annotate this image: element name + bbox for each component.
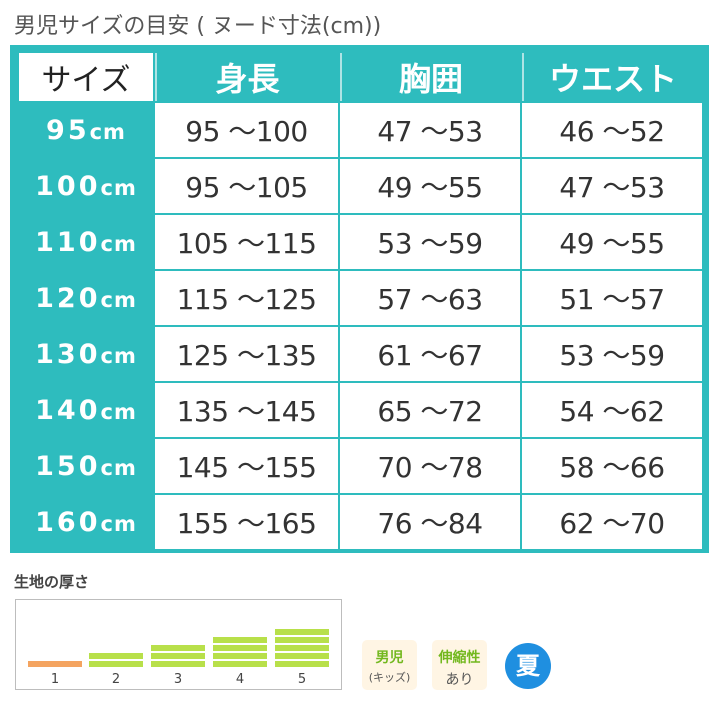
thickness-level-label: 5 <box>297 672 307 687</box>
height-cell: 125 ～135 <box>155 327 338 381</box>
size-label: 120cm <box>19 271 153 325</box>
thickness-bar <box>275 645 329 651</box>
stretch-badge-sub: あり <box>445 672 474 688</box>
height-cell: 115 ～125 <box>155 271 338 325</box>
height-cell: 135 ～145 <box>155 383 338 437</box>
chest-cell: 47 ～53 <box>340 103 520 157</box>
thickness-bar <box>28 661 82 667</box>
waist-cell: 53 ～59 <box>522 327 702 381</box>
size-unit: cm <box>100 287 137 312</box>
size-unit: cm <box>89 119 126 144</box>
thickness-bar <box>213 637 267 643</box>
chest-cell: 57 ～63 <box>340 271 520 325</box>
page-title: 男児サイズの目安 ( ヌード寸法(cm)) <box>14 14 382 39</box>
thickness-bar <box>89 653 143 659</box>
size-label: 160cm <box>19 495 153 549</box>
waist-cell: 51 ～57 <box>522 271 702 325</box>
size-number: 110 <box>35 226 101 258</box>
column-header-waist: ウエスト <box>522 53 702 101</box>
gender-badge-sub: (キッズ) <box>368 671 411 684</box>
table-row: 110cm 105 ～115 53 ～59 49 ～55 <box>19 215 702 269</box>
thickness-level-5: 5 <box>275 600 329 690</box>
waist-cell: 58 ～66 <box>522 439 702 493</box>
size-unit: cm <box>100 455 137 480</box>
gender-badge-main: 男児 <box>375 650 404 666</box>
thickness-bar <box>275 653 329 659</box>
waist-cell: 47 ～53 <box>522 159 702 213</box>
size-number: 160 <box>35 506 101 538</box>
size-number: 100 <box>35 170 101 202</box>
thickness-level-4: 4 <box>213 600 267 690</box>
thickness-bar <box>151 653 205 659</box>
table-row: 100cm 95 ～105 49 ～55 47 ～53 <box>19 159 702 213</box>
size-label: 95cm <box>19 103 153 157</box>
size-label: 110cm <box>19 215 153 269</box>
chest-cell: 53 ～59 <box>340 215 520 269</box>
thickness-bar <box>151 661 205 667</box>
size-number: 95 <box>46 114 90 146</box>
size-unit: cm <box>100 399 137 424</box>
size-label: 130cm <box>19 327 153 381</box>
thickness-bar <box>89 661 143 667</box>
thickness-bar <box>213 653 267 659</box>
table-row: 120cm 115 ～125 57 ～63 51 ～57 <box>19 271 702 325</box>
size-unit: cm <box>100 231 137 256</box>
waist-cell: 46 ～52 <box>522 103 702 157</box>
chest-cell: 65 ～72 <box>340 383 520 437</box>
thickness-level-3: 3 <box>151 600 205 690</box>
size-unit: cm <box>100 511 137 536</box>
table-row: 160cm 155 ～165 76 ～84 62 ～70 <box>19 495 702 549</box>
chest-cell: 61 ～67 <box>340 327 520 381</box>
thickness-level-1: 1 <box>28 600 82 690</box>
waist-cell: 62 ～70 <box>522 495 702 549</box>
column-header-height: 身長 <box>155 53 338 101</box>
chest-cell: 70 ～78 <box>340 439 520 493</box>
thickness-bar <box>213 661 267 667</box>
table-row: 95cm 95 ～100 47 ～53 46 ～52 <box>19 103 702 157</box>
size-label: 150cm <box>19 439 153 493</box>
thickness-chart: 1 2 3 4 5 <box>15 599 342 690</box>
waist-cell: 54 ～62 <box>522 383 702 437</box>
height-cell: 145 ～155 <box>155 439 338 493</box>
size-table: サイズ 身長 胸囲 ウエスト 95cm 95 ～100 47 ～53 46 ～52 10… <box>17 51 704 551</box>
size-number: 120 <box>35 282 101 314</box>
size-label: 100cm <box>19 159 153 213</box>
height-cell: 105 ～115 <box>155 215 338 269</box>
thickness-bar <box>275 637 329 643</box>
size-unit: cm <box>100 175 137 200</box>
size-number: 130 <box>35 338 101 370</box>
column-header-chest: 胸囲 <box>340 53 520 101</box>
stretch-badge-main: 伸縮性 <box>438 650 481 666</box>
thickness-level-label: 3 <box>173 672 183 687</box>
stretch-badge: 伸縮性 あり <box>432 640 487 690</box>
thickness-level-label: 2 <box>111 672 121 687</box>
thickness-title: 生地の厚さ <box>14 573 90 591</box>
height-cell: 95 ～100 <box>155 103 338 157</box>
chest-cell: 49 ～55 <box>340 159 520 213</box>
thickness-level-2: 2 <box>89 600 143 690</box>
thickness-level-label: 4 <box>235 672 245 687</box>
size-unit: cm <box>100 343 137 368</box>
gender-badge: 男児 (キッズ) <box>362 640 417 690</box>
table-row: 150cm 145 ～155 70 ～78 58 ～66 <box>19 439 702 493</box>
waist-cell: 49 ～55 <box>522 215 702 269</box>
height-cell: 155 ～165 <box>155 495 338 549</box>
thickness-level-label: 1 <box>50 672 60 687</box>
thickness-bar <box>151 645 205 651</box>
thickness-bar <box>275 661 329 667</box>
corner-header: サイズ <box>19 53 153 101</box>
thickness-bar <box>275 629 329 635</box>
size-table-frame: サイズ 身長 胸囲 ウエスト 95cm 95 ～100 47 ～53 46 ～52 10… <box>10 45 709 553</box>
table-row: 140cm 135 ～145 65 ～72 54 ～62 <box>19 383 702 437</box>
thickness-bar <box>213 645 267 651</box>
summer-season-icon: 夏 <box>505 643 551 689</box>
size-number: 150 <box>35 450 101 482</box>
size-label: 140cm <box>19 383 153 437</box>
chest-cell: 76 ～84 <box>340 495 520 549</box>
size-number: 140 <box>35 394 101 426</box>
height-cell: 95 ～105 <box>155 159 338 213</box>
table-row: 130cm 125 ～135 61 ～67 53 ～59 <box>19 327 702 381</box>
